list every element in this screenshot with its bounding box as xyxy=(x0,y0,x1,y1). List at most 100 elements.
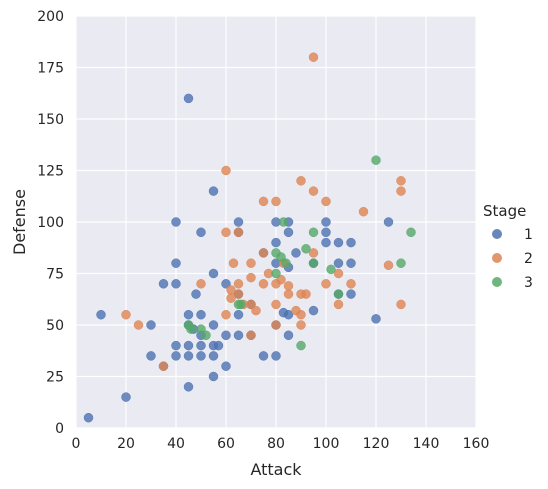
data-point-stage-1 xyxy=(283,227,294,238)
data-point-stage-1 xyxy=(196,340,206,351)
data-point-stage-2 xyxy=(276,274,286,285)
data-point-stage-1 xyxy=(196,351,206,361)
data-point-stage-3 xyxy=(296,340,306,351)
data-point-stage-1 xyxy=(321,217,331,227)
data-point-stage-1 xyxy=(83,412,94,423)
data-point-stage-1 xyxy=(371,314,381,324)
data-point-stage-3 xyxy=(278,217,289,227)
data-point-stage-1 xyxy=(196,309,206,320)
x-tick-labels: 0 20 40 60 80 100 120 140 160 xyxy=(72,436,490,452)
data-point-stage-1 xyxy=(208,268,219,279)
x-tick-label: 160 xyxy=(463,436,490,452)
data-point-stage-1 xyxy=(158,279,169,289)
data-point-stage-2 xyxy=(301,289,311,299)
data-point-stage-3 xyxy=(308,258,319,268)
x-tick-label: 80 xyxy=(267,436,285,452)
data-point-stage-2 xyxy=(271,320,281,330)
data-point-stage-3 xyxy=(236,299,246,310)
data-point-stage-1 xyxy=(321,227,331,238)
data-point-stage-1 xyxy=(291,248,301,258)
y-tick-label: 200 xyxy=(37,9,64,25)
data-point-stage-1 xyxy=(196,227,206,238)
data-point-stage-2 xyxy=(358,206,369,217)
data-point-stage-3 xyxy=(301,244,311,254)
legend: Stage 1 2 3 xyxy=(483,202,533,291)
data-point-stage-2 xyxy=(271,299,281,310)
data-point-stage-1 xyxy=(183,340,194,351)
data-point-stage-2 xyxy=(246,272,256,283)
data-point-stage-3 xyxy=(186,324,196,334)
data-point-stage-1 xyxy=(333,258,344,268)
data-point-stage-2 xyxy=(283,289,294,299)
data-point-stage-2 xyxy=(321,196,331,207)
data-point-stage-1 xyxy=(146,320,156,330)
data-point-stage-3 xyxy=(326,264,336,275)
data-point-stage-1 xyxy=(308,305,319,316)
data-point-stage-1 xyxy=(221,361,231,371)
data-point-stage-1 xyxy=(283,309,294,320)
data-point-stage-3 xyxy=(406,227,416,238)
data-point-stage-2 xyxy=(226,293,236,303)
data-point-stage-2 xyxy=(346,279,356,289)
legend-marker-stage-1 xyxy=(492,229,502,239)
data-point-stage-1 xyxy=(208,320,219,330)
data-point-stage-3 xyxy=(201,330,211,341)
data-point-stage-2 xyxy=(158,361,169,371)
data-point-stage-2 xyxy=(221,309,231,320)
data-point-stage-1 xyxy=(321,237,331,248)
data-point-stage-3 xyxy=(271,268,281,279)
data-point-stage-2 xyxy=(396,186,406,196)
data-point-stage-2 xyxy=(321,279,331,289)
data-point-stage-1 xyxy=(146,351,156,361)
data-point-stage-2 xyxy=(233,279,244,289)
data-point-stage-2 xyxy=(133,320,144,330)
data-point-stage-2 xyxy=(383,260,394,271)
data-point-stage-1 xyxy=(171,340,181,351)
data-point-stage-1 xyxy=(258,351,269,361)
data-point-stage-2 xyxy=(221,165,231,176)
data-point-stage-1 xyxy=(171,258,181,268)
data-point-stage-2 xyxy=(228,258,239,268)
data-point-stage-2 xyxy=(258,279,269,289)
x-tick-label: 140 xyxy=(413,436,440,452)
data-point-stage-1 xyxy=(233,217,244,227)
data-point-stage-1 xyxy=(183,382,194,392)
data-point-stage-2 xyxy=(396,299,406,310)
data-point-stage-1 xyxy=(171,351,181,361)
data-point-stage-1 xyxy=(183,309,194,320)
data-point-stage-1 xyxy=(271,237,281,248)
x-tick-label: 120 xyxy=(363,436,390,452)
data-point-stage-3 xyxy=(371,155,381,165)
data-point-stage-2 xyxy=(271,196,281,207)
data-point-stage-1 xyxy=(346,258,356,268)
legend-marker-stage-2 xyxy=(492,253,502,263)
data-point-stage-2 xyxy=(283,281,294,291)
data-point-stage-2 xyxy=(251,305,261,316)
data-point-stage-1 xyxy=(383,217,394,227)
data-point-stage-2 xyxy=(258,248,269,258)
data-point-stage-1 xyxy=(233,309,244,320)
legend-label-stage-1: 1 xyxy=(524,227,533,243)
data-point-stage-2 xyxy=(333,268,344,279)
data-point-stage-3 xyxy=(276,252,286,262)
data-point-stage-1 xyxy=(171,217,181,227)
data-point-stage-2 xyxy=(233,227,244,238)
x-tick-label: 40 xyxy=(167,436,185,452)
x-tick-label: 100 xyxy=(313,436,340,452)
data-point-stage-1 xyxy=(208,186,219,196)
data-point-stage-2 xyxy=(296,320,306,330)
data-point-stage-3 xyxy=(396,258,406,268)
data-point-stage-1 xyxy=(221,330,231,341)
y-tick-label: 100 xyxy=(37,215,64,231)
data-point-stage-1 xyxy=(208,351,219,361)
legend-title: Stage xyxy=(483,202,526,220)
data-point-stage-2 xyxy=(396,176,406,186)
data-point-stage-1 xyxy=(171,279,181,289)
y-tick-label: 175 xyxy=(37,61,64,77)
data-point-stage-1 xyxy=(183,351,194,361)
x-tick-label: 60 xyxy=(217,436,235,452)
data-point-stage-2 xyxy=(233,289,244,299)
data-point-stage-3 xyxy=(281,258,291,268)
data-points xyxy=(83,52,416,423)
